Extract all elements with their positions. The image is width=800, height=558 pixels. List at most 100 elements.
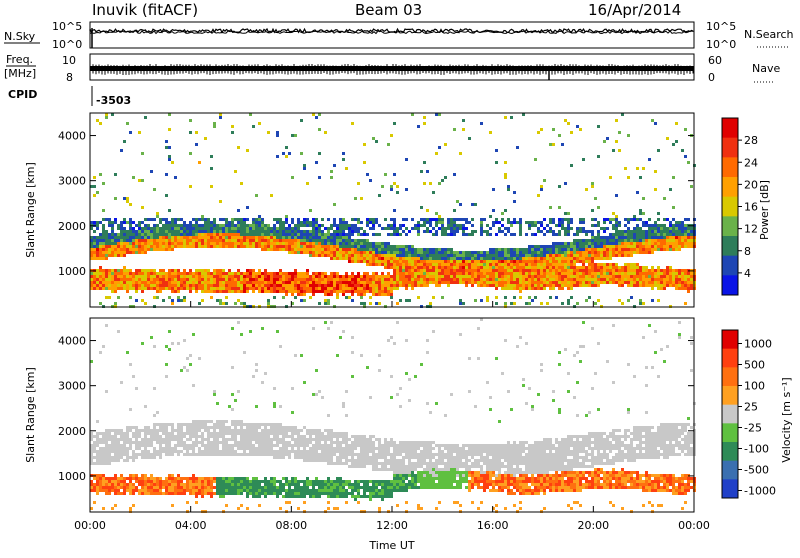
heat-cell <box>453 221 456 224</box>
heat-cell <box>315 230 318 233</box>
heat-cell <box>192 453 195 456</box>
heat-cell <box>201 227 204 230</box>
heat-cell <box>405 254 408 257</box>
heat-cell <box>513 260 516 263</box>
heat-cell <box>528 245 531 248</box>
heat-cell <box>573 248 576 251</box>
heat-cell <box>165 284 168 287</box>
heat-cell <box>204 429 207 432</box>
heat-cell <box>243 227 246 230</box>
heat-cell <box>114 251 117 254</box>
heat-cell <box>474 254 477 257</box>
heat-cell <box>489 233 492 236</box>
heat-cell <box>288 230 291 233</box>
heat-cell <box>552 230 555 233</box>
heat-cell <box>348 260 351 263</box>
heat-cell <box>117 492 120 495</box>
heat-cell <box>486 254 489 257</box>
heat-cell <box>315 239 318 242</box>
heat-cell <box>294 224 297 227</box>
heat-cell <box>558 242 561 245</box>
heat-cell <box>465 251 468 254</box>
heat-cell <box>597 269 600 272</box>
heat-cell <box>204 233 207 236</box>
heat-cell <box>558 185 561 188</box>
heat-cell <box>162 447 165 450</box>
heat-cell <box>429 221 432 224</box>
heat-cell <box>234 284 237 287</box>
heat-cell <box>642 248 645 251</box>
heat-cell <box>153 233 156 236</box>
heat-cell <box>432 263 435 266</box>
heat-cell <box>195 489 198 492</box>
heat-cell <box>132 275 135 278</box>
heat-cell <box>531 254 534 257</box>
heat-cell <box>357 248 360 251</box>
heat-cell <box>675 245 678 248</box>
heat-cell <box>198 302 201 305</box>
heat-cell <box>633 245 636 248</box>
heat-cell <box>207 230 210 233</box>
heat-cell <box>252 227 255 230</box>
heat-cell <box>672 227 675 230</box>
heat-cell <box>672 278 675 281</box>
heat-cell <box>141 477 144 480</box>
heat-cell <box>537 194 540 197</box>
heat-cell <box>336 236 339 239</box>
heat-cell <box>462 266 465 269</box>
heat-cell <box>279 224 282 227</box>
heat-cell <box>555 233 558 236</box>
heat-cell <box>261 272 264 275</box>
heat-cell <box>153 489 156 492</box>
heat-cell <box>126 278 129 281</box>
heat-cell <box>519 269 522 272</box>
heat-cell <box>330 284 333 287</box>
heat-cell <box>501 218 504 221</box>
heat-cell <box>144 483 147 486</box>
heat-cell <box>117 477 120 480</box>
heat-cell <box>138 483 141 486</box>
heat-cell <box>258 272 261 275</box>
heat-cell <box>333 257 336 260</box>
heat-cell <box>156 272 159 275</box>
heat-cell <box>609 257 612 260</box>
heat-cell <box>207 450 210 453</box>
heat-cell <box>360 290 363 293</box>
heat-cell <box>303 242 306 245</box>
heat-cell <box>504 302 507 305</box>
heat-cell <box>675 248 678 251</box>
heat-cell <box>462 218 465 221</box>
heat-cell <box>330 251 333 254</box>
heat-cell <box>138 287 141 290</box>
heat-cell <box>270 278 273 281</box>
heat-cell <box>408 284 411 287</box>
heat-cell <box>681 281 684 284</box>
heat-cell <box>144 242 147 245</box>
heat-cell <box>453 233 456 236</box>
heat-cell <box>210 287 213 290</box>
heat-cell <box>270 233 273 236</box>
heat-cell <box>285 221 288 224</box>
heat-cell <box>318 227 321 230</box>
heat-cell <box>210 477 213 480</box>
heat-cell <box>192 447 195 450</box>
heat-cell <box>99 269 102 272</box>
heat-cell <box>120 287 123 290</box>
heat-cell <box>651 269 654 272</box>
heat-cell <box>315 116 318 119</box>
heat-cell <box>270 290 273 293</box>
heat-cell <box>240 227 243 230</box>
heat-cell <box>105 486 108 489</box>
heat-cell <box>450 281 453 284</box>
heat-cell <box>666 227 669 230</box>
heat-cell <box>336 224 339 227</box>
heat-cell <box>171 233 174 236</box>
heat-cell <box>360 242 363 245</box>
heat-cell <box>333 287 336 290</box>
heat-cell <box>189 486 192 489</box>
heat-cell <box>630 218 633 221</box>
heat-cell <box>93 435 96 438</box>
heat-cell <box>96 453 99 456</box>
heat-cell <box>315 272 318 275</box>
heat-cell <box>108 239 111 242</box>
